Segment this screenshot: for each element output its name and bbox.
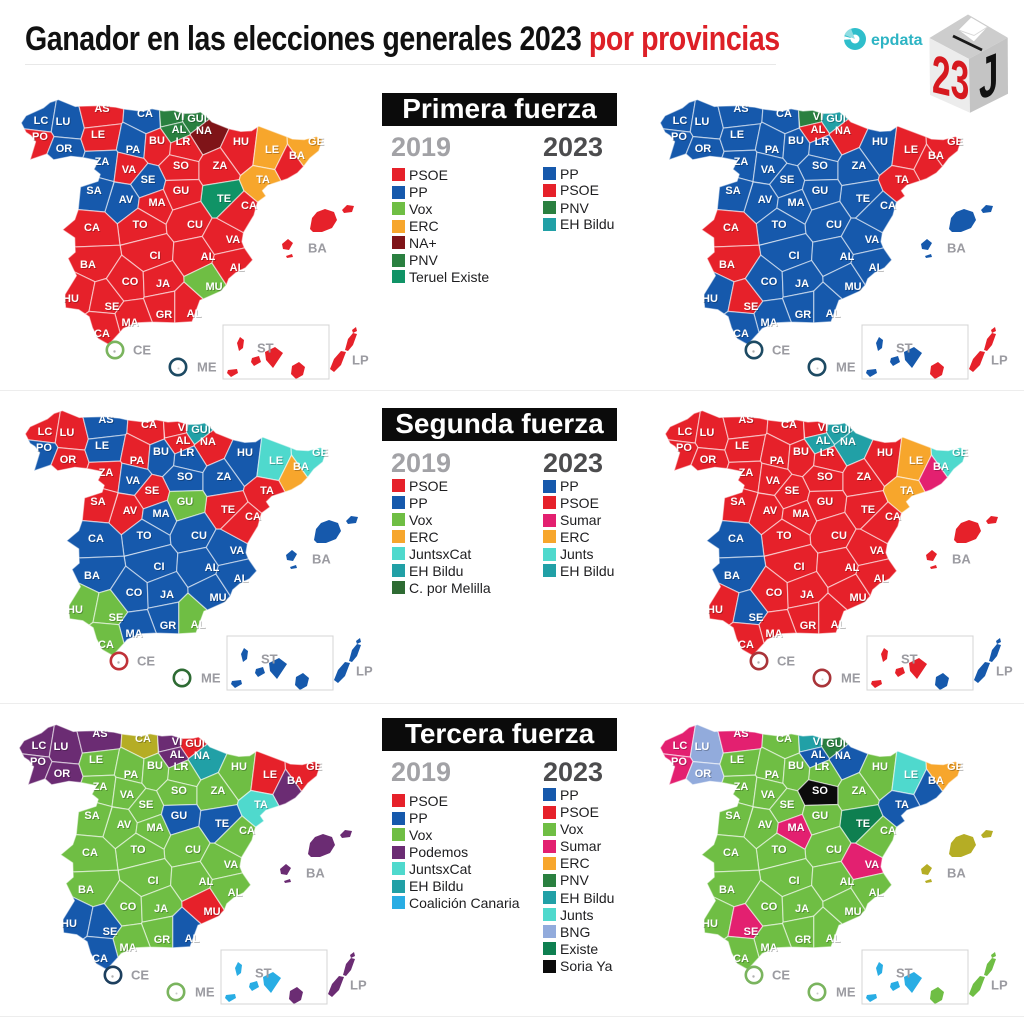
svg-text:23: 23: [932, 43, 969, 112]
svg-text:epdata: epdata: [871, 32, 923, 49]
svg-text:J: J: [979, 41, 998, 113]
